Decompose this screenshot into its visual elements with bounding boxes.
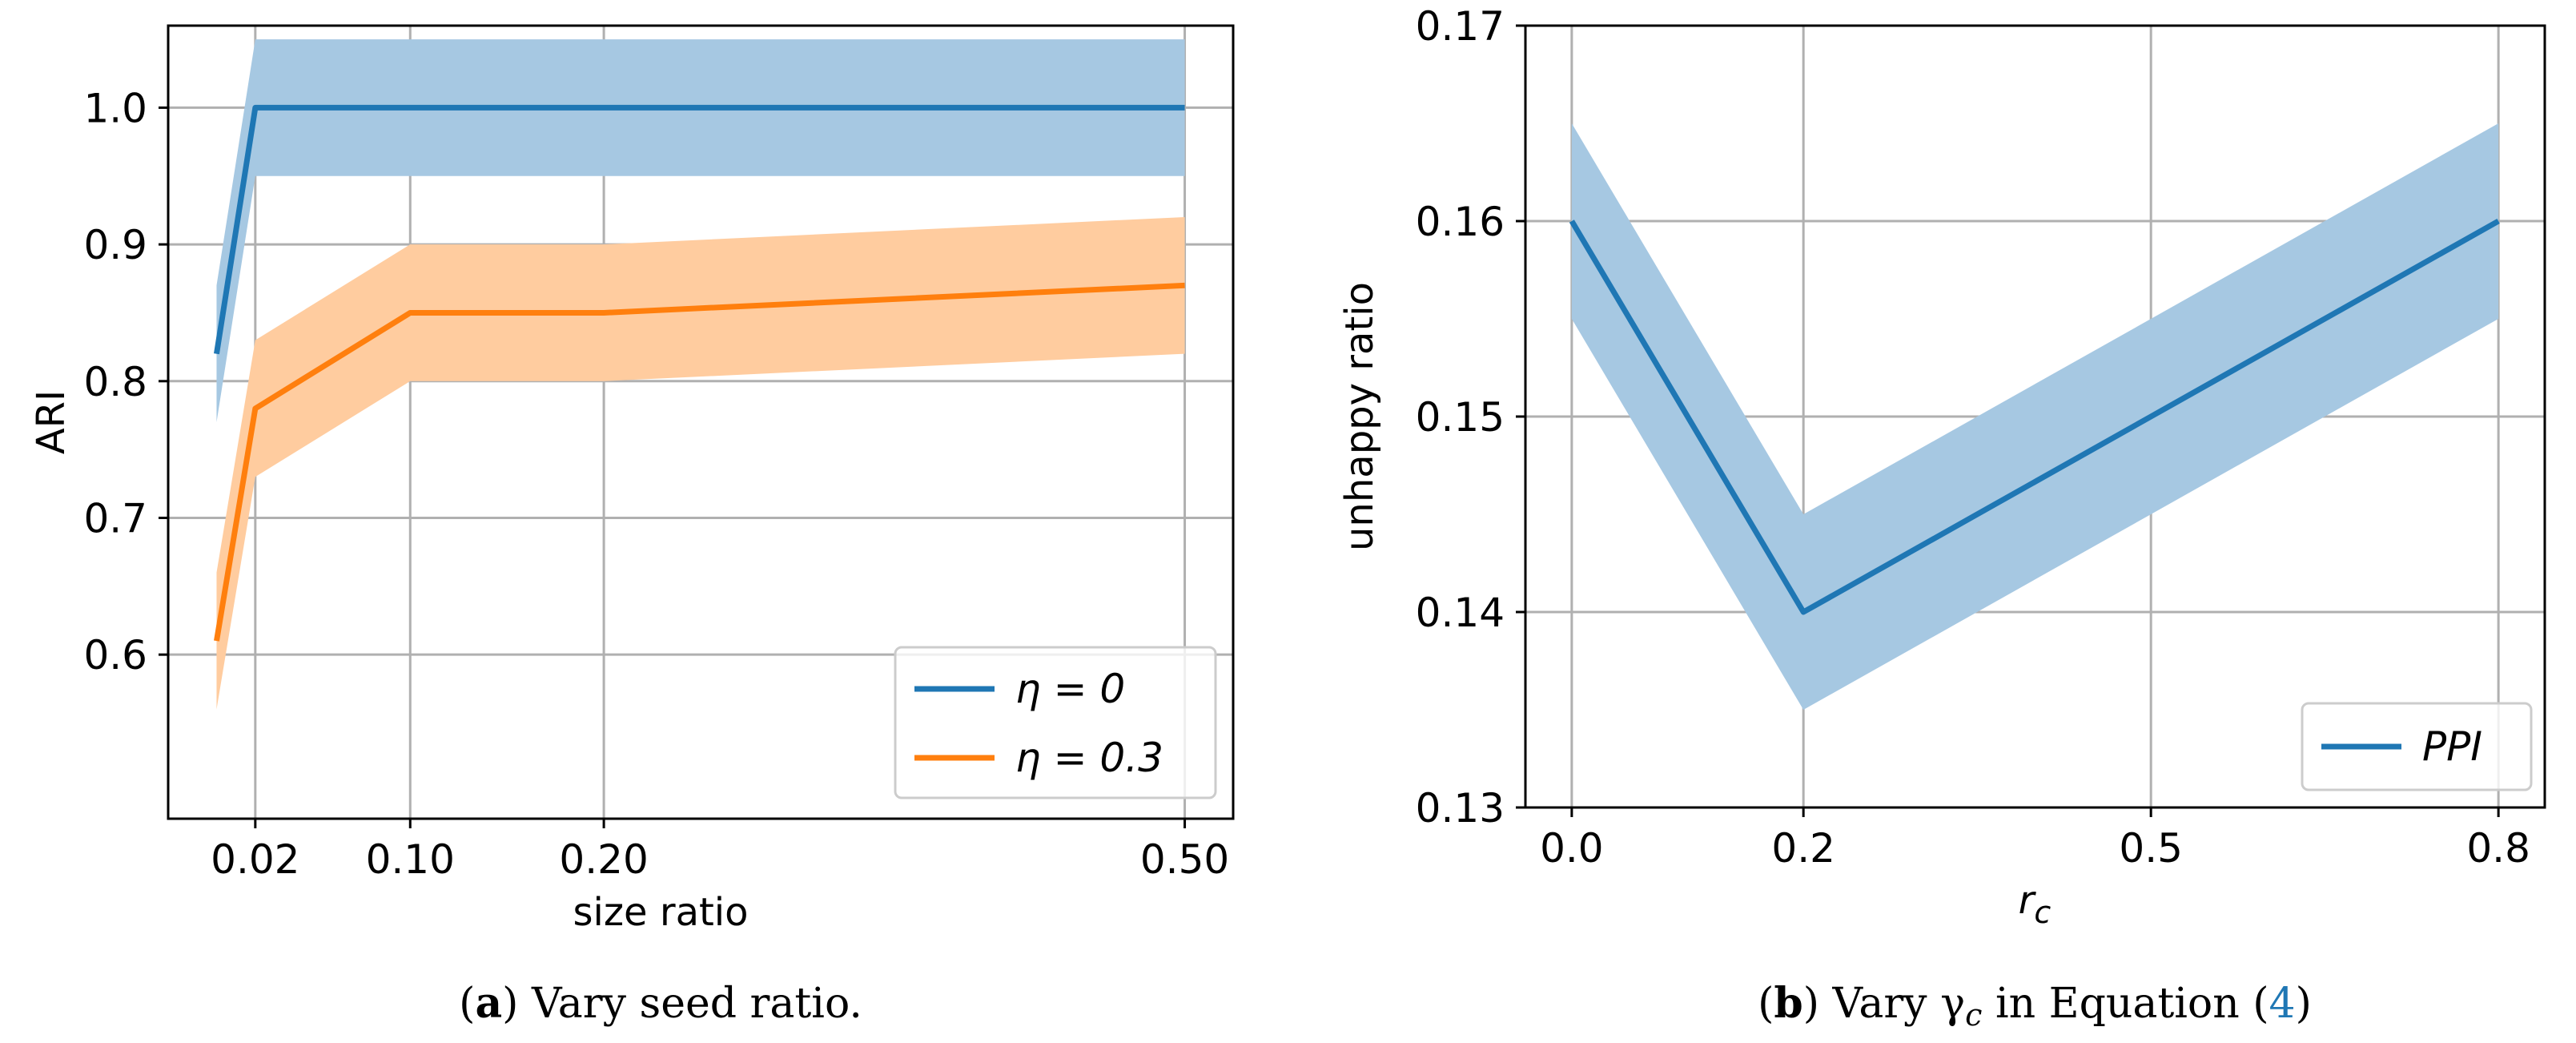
confidence-band-0	[216, 39, 1185, 422]
series-line-1	[214, 282, 1185, 642]
panel-a-ylabel: ARI	[29, 390, 74, 454]
legend-label: η = 0	[1015, 666, 1125, 712]
series-line-0	[1569, 218, 2500, 615]
panel-a-lines	[213, 104, 1185, 642]
y-tick-label: 0.13	[1416, 785, 1505, 832]
panel-a-bands	[216, 39, 1185, 710]
legend-label: PPI	[2422, 723, 2482, 770]
x-tick-label: 0.10	[366, 836, 455, 883]
x-tick-label: 0.5	[2119, 825, 2183, 872]
legend-label: η = 0.3	[1015, 735, 1163, 781]
x-tick-label: 0.8	[2466, 825, 2530, 872]
y-tick-label: 0.17	[1416, 3, 1505, 50]
panel-a-frame	[167, 24, 1235, 820]
panel-a-legend: η = 0 η = 0.3	[894, 646, 1217, 799]
y-tick-label: 0.16	[1416, 199, 1505, 245]
series-line-0	[213, 104, 1185, 355]
panel-b-xlabel-subscript: c	[2034, 895, 2051, 930]
y-tick-label: 0.15	[1416, 394, 1505, 441]
legend-box	[2301, 702, 2533, 791]
panel-b-ticks: 0.0 0.2 0.5 0.8 0.13 0.14 0.15 0.16 0.17	[1416, 3, 2530, 872]
panel-b-xlabel-main: r	[2019, 878, 2037, 923]
panel-a-chart: 0.02 0.10 0.20 0.50 0.6 0.7 0.8 0.9 1.0 size rat…	[29, 24, 1235, 1028]
y-tick-label: 0.6	[83, 632, 147, 679]
x-tick-label: 0.2	[1771, 825, 1835, 872]
x-tick-label: 0.02	[211, 836, 299, 883]
y-tick-label: 0.7	[83, 495, 147, 542]
panel-a-ticks: 0.02 0.10 0.20 0.50 0.6 0.7 0.8 0.9 1.0	[83, 85, 1229, 883]
x-tick-label: 0.50	[1140, 836, 1229, 883]
panel-b-chart: 0.0 0.2 0.5 0.8 0.13 0.14 0.15 0.16 0.17 rc unha…	[1337, 3, 2546, 1033]
y-tick-label: 0.8	[83, 359, 147, 405]
panel-b-ylabel: unhappy ratio	[1337, 282, 1382, 551]
y-tick-label: 0.9	[83, 222, 147, 268]
panel-b-legend: PPI	[2301, 702, 2533, 791]
panel-b-caption: (b) Vary γc in Equation (4)	[1758, 979, 2312, 1033]
panel-b-lines	[1569, 218, 2500, 615]
y-tick-label: 0.14	[1416, 590, 1505, 636]
x-tick-label: 0.20	[559, 836, 648, 883]
panel-a-xlabel: size ratio	[573, 890, 749, 935]
panel-b-xlabel: rc	[2019, 878, 2052, 930]
panel-a-caption: (a) Vary seed ratio.	[459, 979, 862, 1028]
panel-b-bands	[1571, 123, 2499, 710]
y-tick-label: 1.0	[83, 85, 147, 131]
x-tick-label: 0.0	[1540, 825, 1604, 872]
confidence-band-0	[1571, 123, 2499, 710]
confidence-band-1	[216, 216, 1185, 710]
